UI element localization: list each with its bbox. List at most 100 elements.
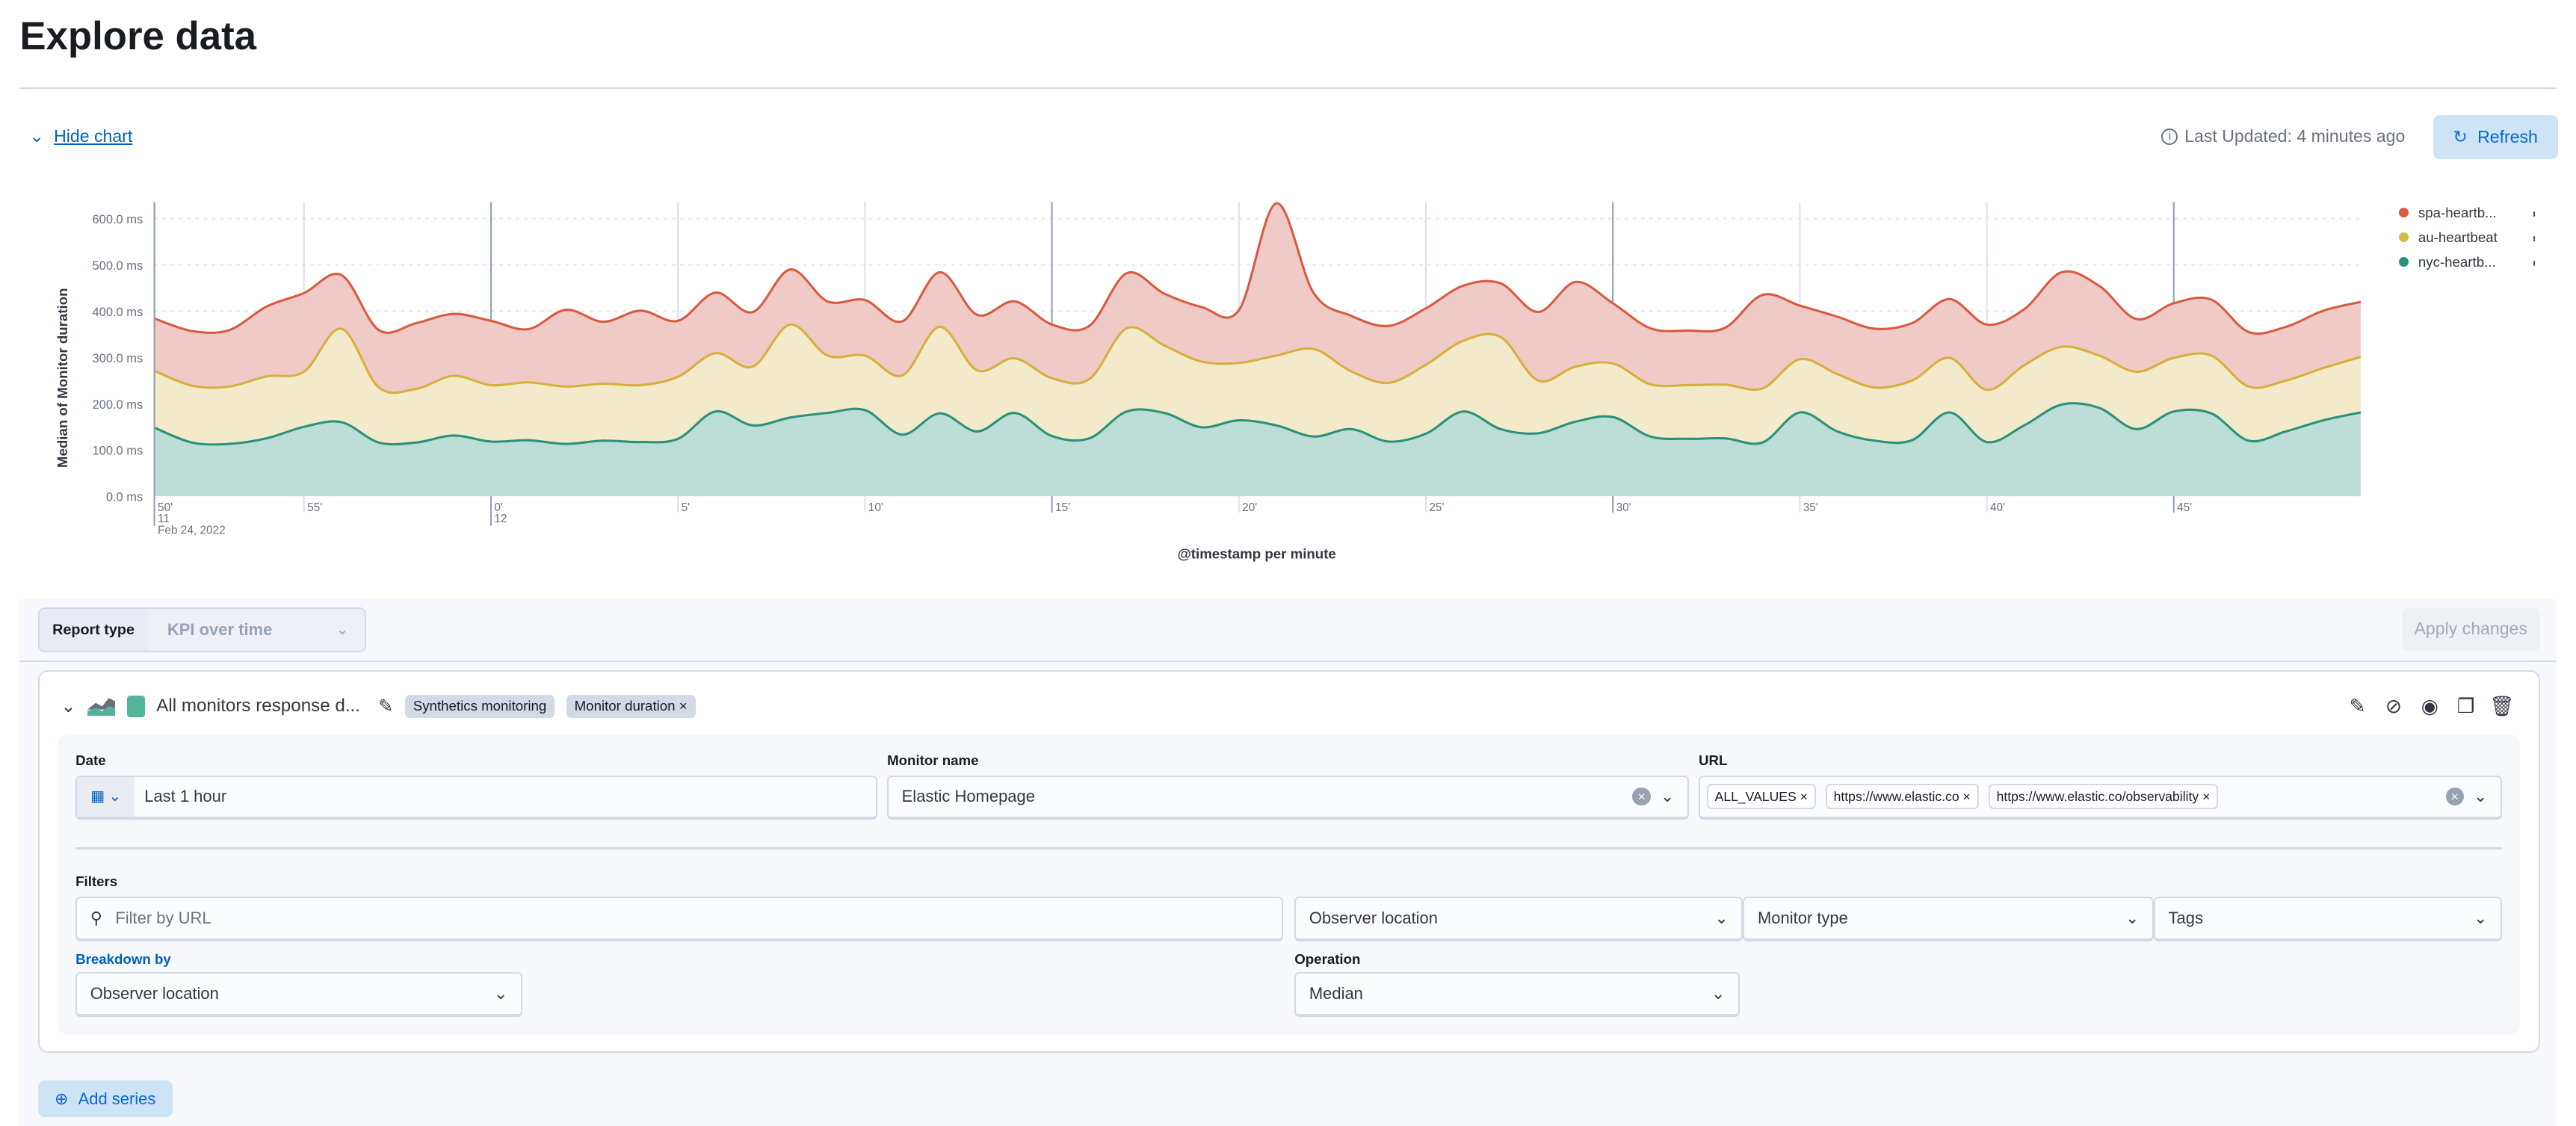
y-tick-label: 300.0 ms: [93, 352, 143, 365]
metric-badge[interactable]: Monitor duration ×: [566, 694, 696, 718]
more-vertical-icon[interactable]: ···: [2526, 235, 2543, 240]
operation-label: Operation: [1294, 950, 1361, 967]
area-au-heartbeat: [154, 324, 2361, 445]
monitor-name-label: Monitor name: [887, 752, 979, 768]
url-combobox[interactable]: ALL_VALUES × https://www.elastic.co × ht…: [1699, 775, 2502, 820]
calendar-icon[interactable]: ▦ ⌄: [77, 776, 135, 817]
x-tick-label: 25': [1429, 501, 1444, 514]
x-axis-label: @timestamp per minute: [1178, 545, 1336, 561]
y-tick-label: 100.0 ms: [93, 445, 143, 458]
x-tick-label: 5': [682, 501, 691, 514]
x-tick-date: Feb 24, 2022: [158, 524, 226, 536]
url-pill-label: https://www.elastic.co: [1833, 788, 1959, 804]
x-tick-label: 50': [158, 501, 173, 514]
refresh-icon: ↻: [2453, 127, 2468, 147]
date-label: Date: [75, 752, 106, 768]
edit-pencil-icon[interactable]: ✎: [2349, 694, 2366, 717]
clear-icon[interactable]: ×: [1632, 788, 1651, 806]
area-nyc-heartbeat: [154, 403, 2361, 496]
date-picker[interactable]: ▦ ⌄ Last 1 hour: [75, 775, 877, 820]
x-tick-label: 30': [1616, 501, 1631, 514]
x-tick-label: 55': [307, 501, 322, 514]
close-icon[interactable]: ×: [2202, 788, 2211, 804]
apply-changes-button[interactable]: Apply changes: [2401, 607, 2540, 651]
filter-by-url-input[interactable]: ⚲ Filter by URL: [75, 897, 1283, 941]
x-tick-label: 45': [2177, 501, 2192, 514]
last-updated-text: Last Updated: 4 minutes ago: [2184, 126, 2406, 146]
info-icon: i: [2161, 128, 2178, 145]
page-title: Explore data: [19, 13, 256, 58]
monitor-type-label: Monitor type: [1757, 908, 1848, 927]
filters-label: Filters: [75, 873, 118, 890]
breakdown-select[interactable]: Observer location ⌄: [75, 972, 523, 1017]
monitor-type-filter[interactable]: Monitor type ⌄: [1743, 897, 2154, 941]
url-pill[interactable]: ALL_VALUES ×: [1706, 784, 1816, 810]
series-name: All monitors response d...: [156, 696, 360, 717]
hide-chart-label: Hide chart: [54, 126, 133, 146]
x-tick-label: 0': [494, 501, 503, 514]
refresh-button[interactable]: ↻ Refresh: [2433, 114, 2558, 160]
chevron-down-icon: ⌄: [336, 622, 349, 639]
chevron-down-icon: ⌄: [1711, 984, 1726, 1003]
x-tick-label: 40': [1990, 501, 2005, 514]
chevron-down-icon: ⌄: [2474, 908, 2488, 927]
last-updated: i Last Updated: 4 minutes ago: [2161, 126, 2405, 146]
close-icon[interactable]: ×: [1800, 788, 1808, 804]
collapse-chevron-icon[interactable]: ⌄: [61, 696, 76, 717]
x-tick-label: 10': [868, 501, 883, 514]
legend-item[interactable]: spa-heartb... ···: [2398, 200, 2543, 225]
series-actions: ✎ ⊘ ◉ ❐ 🗑: [2346, 693, 2515, 720]
y-tick-label: 400.0 ms: [93, 306, 143, 319]
x-tick-label: 15': [1055, 501, 1070, 514]
divider: [75, 847, 2502, 850]
legend-item[interactable]: au-heartbeat ···: [2398, 225, 2543, 250]
date-value: Last 1 hour: [144, 787, 227, 806]
legend-color-dot: [2398, 232, 2409, 243]
series-header: ⌄ All monitors response d... ✎ Synthetic…: [61, 691, 696, 721]
chevron-down-icon[interactable]: ⌄: [2473, 787, 2488, 806]
report-type-select[interactable]: Report type KPI over time ⌄: [37, 607, 367, 652]
operation-select[interactable]: Median ⌄: [1294, 972, 1740, 1017]
trash-icon[interactable]: 🗑: [2489, 694, 2515, 717]
add-series-button[interactable]: ⊕ Add series: [37, 1080, 173, 1117]
edit-name-pencil-icon[interactable]: ✎: [378, 696, 394, 717]
metric-badge-label: Monitor duration: [574, 698, 676, 714]
legend-item[interactable]: nyc-heartb... ···: [2398, 250, 2543, 274]
compass-icon[interactable]: ⊘: [2385, 694, 2402, 717]
url-label: URL: [1699, 752, 1728, 768]
add-series-label: Add series: [78, 1089, 156, 1108]
series-color-swatch[interactable]: [126, 695, 145, 717]
y-tick-label: 0.0 ms: [106, 490, 143, 504]
divider: [19, 660, 2557, 662]
clear-icon[interactable]: ×: [2445, 788, 2464, 806]
observer-location-label: Observer location: [1309, 908, 1438, 927]
url-pill[interactable]: https://www.elastic.co/observability ×: [1988, 784, 2219, 810]
eye-icon[interactable]: ◉: [2421, 694, 2438, 717]
close-icon[interactable]: ×: [679, 698, 688, 714]
report-type-value: KPI over time: [167, 620, 273, 640]
more-vertical-icon[interactable]: ···: [2526, 210, 2543, 215]
legend-label: au-heartbeat: [2418, 229, 2498, 245]
close-icon[interactable]: ×: [1962, 788, 1971, 804]
chart-legend: spa-heartb... ··· au-heartbeat ··· nyc-heart…: [2398, 200, 2543, 274]
more-vertical-icon[interactable]: ···: [2526, 259, 2543, 265]
data-type-badge[interactable]: Synthetics monitoring: [404, 694, 555, 718]
monitor-name-combobox[interactable]: Elastic Homepage × ⌄: [887, 775, 1689, 820]
stacked-area-chart: @timestamp per minute 0.0 ms 100.0 ms 200.…: [55, 202, 2362, 561]
x-tick-label: 35': [1803, 501, 1818, 514]
hide-chart-link[interactable]: ⌄ Hide chart: [30, 126, 133, 146]
url-pill[interactable]: https://www.elastic.co ×: [1825, 784, 1979, 810]
line-spa-heartbeat: [154, 202, 2362, 335]
observer-location-filter[interactable]: Observer location ⌄: [1294, 897, 1743, 941]
search-icon: ⚲: [90, 908, 102, 927]
chevron-down-icon: ⌄: [1714, 908, 1729, 927]
filter-placeholder: Filter by URL: [115, 908, 211, 927]
legend-label: nyc-heartb...: [2418, 253, 2496, 270]
tags-filter[interactable]: Tags ⌄: [2153, 897, 2502, 941]
plus-circle-icon: ⊕: [54, 1089, 69, 1108]
area-spa-heartbeat: [154, 202, 2361, 393]
chevron-down-icon[interactable]: ⌄: [1660, 787, 1675, 806]
copy-icon[interactable]: ❐: [2456, 694, 2475, 717]
breakdown-label: Breakdown by: [75, 950, 171, 967]
breakdown-value: Observer location: [90, 984, 219, 1003]
